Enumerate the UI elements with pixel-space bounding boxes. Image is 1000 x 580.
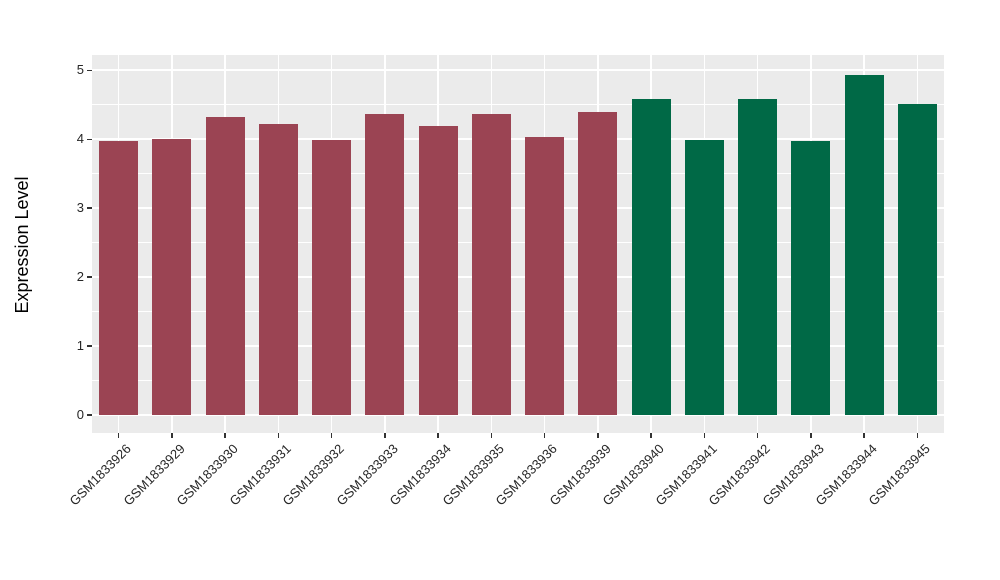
y-tick-label: 3 (76, 200, 84, 216)
bar (631, 99, 671, 415)
x-tick-mark (117, 433, 120, 438)
bar (525, 137, 565, 415)
y-tick-label: 4 (76, 131, 84, 147)
y-tick-mark (87, 207, 92, 209)
bar (897, 103, 937, 415)
y-tick-mark (87, 69, 92, 72)
gridline-major (92, 138, 944, 141)
y-tick-label: 2 (76, 269, 84, 285)
gridline-major (92, 276, 944, 279)
bar (684, 140, 724, 415)
y-tick-label: 1 (76, 337, 84, 353)
bar (312, 140, 352, 415)
y-tick-mark (87, 138, 92, 141)
bar (471, 113, 511, 415)
gridline-major (92, 69, 944, 72)
y-axis-title: Expression Level (12, 176, 32, 314)
x-tick-mark (330, 433, 333, 438)
bar (578, 111, 618, 415)
x-tick-mark (597, 433, 599, 438)
x-tick-mark (224, 433, 226, 438)
bar (205, 117, 245, 415)
bar (152, 138, 192, 415)
y-tick-mark (87, 345, 92, 347)
y-tick-mark (87, 276, 92, 278)
bar (418, 126, 458, 415)
x-tick-mark (490, 433, 493, 438)
x-tick-mark (171, 433, 173, 438)
x-tick-mark (650, 433, 652, 438)
gridline-minor (92, 242, 944, 244)
bar (99, 141, 139, 415)
bar (365, 113, 405, 415)
gridline-major (92, 413, 944, 416)
x-tick-mark (437, 433, 439, 438)
bar (258, 124, 298, 415)
x-tick-mark (384, 433, 386, 438)
y-tick-label: 5 (76, 62, 84, 78)
gridline-minor (92, 173, 944, 175)
x-tick-mark (543, 433, 546, 438)
y-tick-label: 0 (76, 406, 84, 422)
gridline-minor (92, 379, 944, 381)
bar (791, 141, 831, 415)
gridline-minor (92, 310, 944, 312)
bar-layer (92, 55, 944, 433)
gridline-major (92, 207, 944, 210)
x-tick-mark (810, 433, 812, 438)
x-tick-mark (703, 433, 706, 438)
bar (844, 74, 884, 415)
x-tick-mark (916, 433, 919, 438)
x-tick-mark (863, 433, 865, 438)
x-tick-mark (277, 433, 280, 438)
gridline-minor (92, 104, 944, 106)
plot-panel (92, 55, 944, 433)
gridline-major (92, 344, 944, 347)
y-tick-mark (87, 414, 92, 416)
bar (738, 99, 778, 415)
x-tick-mark (756, 433, 759, 438)
